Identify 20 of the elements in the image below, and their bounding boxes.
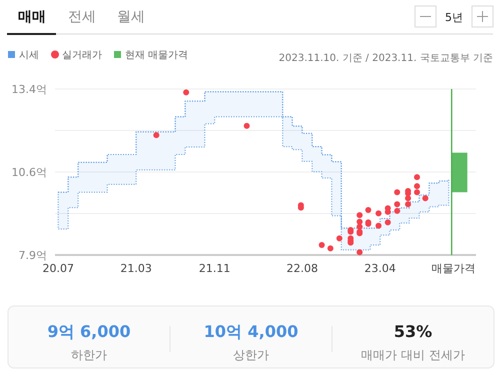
text: 하한가 [71, 348, 107, 362]
text: 2023.11.10. 기준 / 2023.11. 국토교통부 기준 [278, 53, 493, 64]
y-tick-label: 10.6억 [12, 166, 47, 179]
x-tick-label: 20.07 [42, 262, 74, 275]
y-tick-label: 7.9억 [18, 249, 47, 262]
text: 9억 6,000 [47, 322, 131, 341]
text: 5년 [445, 11, 463, 24]
text: 53% [394, 322, 432, 341]
x-tick-label: 21.11 [198, 262, 230, 275]
x-tick-label: 23.04 [364, 262, 396, 275]
y-tick-label: 13.4억 [12, 83, 47, 96]
x-tick-label: 21.03 [120, 262, 152, 275]
text: 10억 4,000 [204, 322, 298, 341]
legend-label: 현재 매물가격 [125, 50, 188, 61]
text: 매매가 대비 전세가 [361, 348, 465, 362]
text: 상한가 [233, 348, 269, 362]
ref-line-label: 매물가격 [432, 262, 476, 275]
x-tick-label: 22.08 [286, 262, 318, 275]
legend-label: 시세 [19, 50, 39, 61]
legend-label: 실거래가 [62, 50, 102, 61]
